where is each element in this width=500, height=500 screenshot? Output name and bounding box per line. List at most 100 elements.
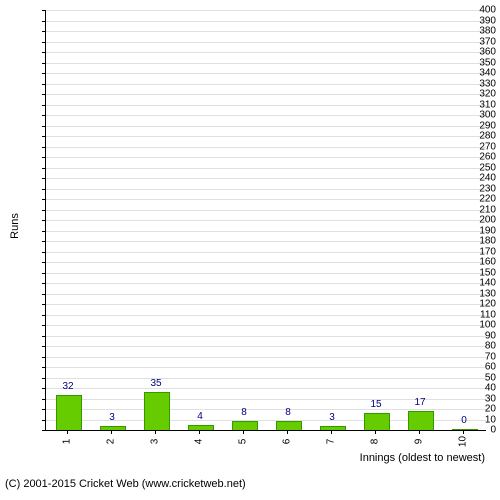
xtick-label: 10 [458, 436, 469, 447]
ytick-label: 40 [457, 383, 496, 394]
ytick-label: 20 [457, 404, 496, 415]
gridline [46, 168, 486, 169]
ytick-label: 140 [457, 278, 496, 289]
gridline [46, 178, 486, 179]
ytick-label: 280 [457, 131, 496, 142]
bar-value-label: 3 [109, 412, 115, 423]
ytick-label: 350 [457, 57, 496, 68]
ytick-label: 260 [457, 152, 496, 163]
gridline [46, 283, 486, 284]
ytick-label: 220 [457, 194, 496, 205]
ytick-label: 110 [457, 309, 496, 320]
gridline [46, 10, 486, 11]
bar-value-label: 17 [414, 397, 425, 408]
bar-value-label: 4 [197, 411, 203, 422]
gridline [46, 189, 486, 190]
gridline [46, 315, 486, 316]
xtick-label: 1 [62, 439, 73, 445]
gridline [46, 31, 486, 32]
ytick-label: 180 [457, 236, 496, 247]
xtick-label: 9 [414, 439, 425, 445]
ytick-label: 330 [457, 78, 496, 89]
x-axis-label: Innings (oldest to newest) [360, 452, 485, 464]
gridline [46, 157, 486, 158]
ytick-label: 240 [457, 173, 496, 184]
bar-value-label: 15 [370, 399, 381, 410]
bar [56, 395, 82, 430]
gridline [46, 199, 486, 200]
gridline [46, 73, 486, 74]
ytick-label: 370 [457, 36, 496, 47]
xtick-label: 2 [106, 439, 117, 445]
ytick-label: 200 [457, 215, 496, 226]
ytick-label: 90 [457, 330, 496, 341]
ytick-label: 210 [457, 204, 496, 215]
ytick-label: 320 [457, 89, 496, 100]
gridline [46, 115, 486, 116]
ytick-label: 100 [457, 320, 496, 331]
ytick-label: 130 [457, 288, 496, 299]
gridline [46, 357, 486, 358]
chart-container: 32335488315170 0102030405060708090100110… [0, 0, 500, 500]
bar [276, 421, 302, 430]
gridline [46, 105, 486, 106]
bar-value-label: 8 [241, 407, 247, 418]
gridline [46, 52, 486, 53]
ytick-label: 250 [457, 162, 496, 173]
xtick-label: 5 [238, 439, 249, 445]
gridline [46, 220, 486, 221]
ytick-label: 190 [457, 225, 496, 236]
bar-value-label: 8 [285, 407, 291, 418]
gridline [46, 21, 486, 22]
bar [232, 421, 258, 430]
ytick-label: 30 [457, 393, 496, 404]
ytick-label: 150 [457, 267, 496, 278]
gridline [46, 210, 486, 211]
gridline [46, 63, 486, 64]
ytick-label: 50 [457, 372, 496, 383]
ytick-label: 400 [457, 5, 496, 16]
gridline [46, 94, 486, 95]
bar-value-label: 3 [329, 412, 335, 423]
gridline [46, 273, 486, 274]
gridline [46, 126, 486, 127]
gridline [46, 367, 486, 368]
ytick-label: 290 [457, 120, 496, 131]
ytick-label: 170 [457, 246, 496, 257]
ytick-label: 10 [457, 414, 496, 425]
ytick-label: 80 [457, 341, 496, 352]
gridline [46, 409, 486, 410]
bar-value-label: 32 [62, 381, 73, 392]
bar [188, 425, 214, 430]
ytick-label: 390 [457, 15, 496, 26]
bar [364, 413, 390, 430]
ytick-label: 300 [457, 110, 496, 121]
gridline [46, 252, 486, 253]
ytick-label: 60 [457, 362, 496, 373]
gridline [46, 346, 486, 347]
ytick-label: 230 [457, 183, 496, 194]
gridline [46, 388, 486, 389]
xtick-label: 3 [150, 439, 161, 445]
ytick-label: 340 [457, 68, 496, 79]
gridline [46, 84, 486, 85]
y-axis-label: Runs [9, 213, 21, 239]
gridline [46, 294, 486, 295]
ytick-label: 70 [457, 351, 496, 362]
gridline [46, 241, 486, 242]
bar [320, 426, 346, 430]
ytick-label: 160 [457, 257, 496, 268]
xtick-label: 8 [370, 439, 381, 445]
gridline [46, 262, 486, 263]
ytick-label: 120 [457, 299, 496, 310]
bar-value-label: 35 [150, 378, 161, 389]
ytick-label: 360 [457, 47, 496, 58]
ytick-label: 380 [457, 26, 496, 37]
gridline [46, 42, 486, 43]
xtick-label: 7 [326, 439, 337, 445]
gridline [46, 231, 486, 232]
gridline [46, 325, 486, 326]
ytick-label: 310 [457, 99, 496, 110]
gridline [46, 304, 486, 305]
xtick-label: 6 [282, 439, 293, 445]
